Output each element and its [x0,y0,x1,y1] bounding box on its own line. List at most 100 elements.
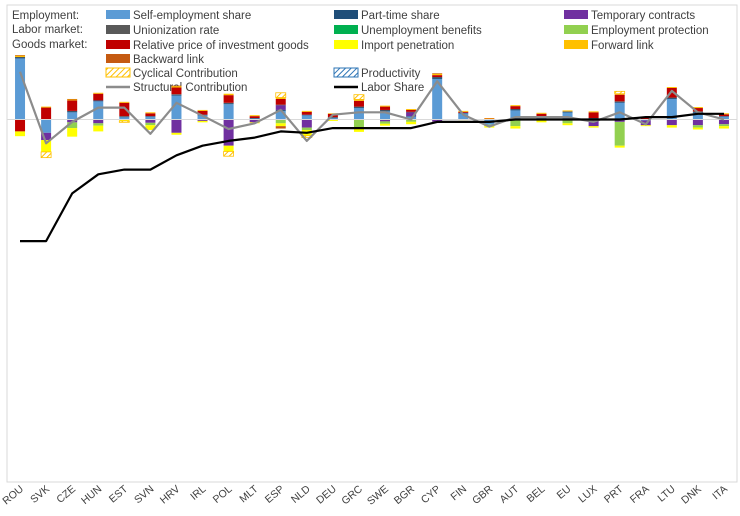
bar-temporary-contracts-bgr [406,112,417,117]
bar-self-employment-share-eu [562,112,573,120]
bar-forward-link-aut [510,105,521,107]
bar-self-employment-share-irl [197,115,208,120]
bar-employment-protection-cze [67,122,78,129]
bar-relative-price-of-investment-goods-bgr [406,109,417,112]
bar-forward-link-dnk [692,107,703,109]
bar-forward-link-eu [562,110,573,112]
bar-import-penetration-grc [353,128,364,132]
bar-temporary-contracts-ltu [666,119,677,126]
bar-import-penetration-lux [588,126,599,128]
bar-unionization-rate-grc [353,106,364,108]
x-tick-label-deu: DEU [314,483,339,506]
bar-relative-price-of-investment-goods-irl [197,110,208,115]
bar-temporary-contracts-pol [223,119,234,146]
bar-relative-price-of-investment-goods-gbr [484,118,495,120]
legend-label-structural-contribution: Structural Contribution [133,82,247,94]
bar-import-penetration-hun [93,125,104,132]
legend-label-part-time-share: Part-time share [361,10,440,22]
bar-forward-link-nld [301,110,312,112]
bar-forward-link-hun [93,92,104,94]
bar-import-penetration-aut [510,126,521,129]
bar-relative-price-of-investment-goods-aut [510,106,521,109]
bar-import-penetration-svn [145,125,156,130]
bar-temporary-contracts-svk [41,132,52,140]
bar-relative-price-of-investment-goods-svn [145,113,156,117]
bar-forward-link-est [119,101,130,103]
bar-self-employment-share-fin [458,113,469,120]
lines-layer [18,71,725,243]
bar-import-penetration-bel [536,120,547,123]
bar-forward-link-prt [614,93,625,95]
bar-relative-price-of-investment-goods-esp [275,98,286,105]
bar-employment-protection-dnk [692,125,703,128]
legend-group-goods-market: Goods market: [12,39,87,51]
bar-part-time-share-cyp [432,77,443,79]
bar-part-time-share-grc [353,107,364,109]
bar-forward-link-lux [588,111,599,113]
x-tick-label-dnk: DNK [679,483,704,506]
legend-label-productivity: Productivity [361,68,421,80]
bar-relative-price-of-investment-goods-lux [588,112,599,119]
bar-import-penetration-deu [327,119,338,121]
bar-employment-protection-svn [145,122,156,126]
bar-part-time-share-ita [718,116,729,117]
bar-employment-protection-eu [562,119,573,124]
x-tick-label-hun: HUN [79,483,104,507]
x-tick-label-gbr: GBR [470,483,495,507]
bar-unionization-rate-pol [223,102,234,104]
bar-forward-link-mlt [249,115,260,117]
bar-cyclical-contribution-pol [223,151,235,157]
line-structural-contribution [18,71,725,145]
legend-swatch-cyclical-contribution [105,67,131,78]
bar-part-time-share-hun [93,100,104,102]
bar-self-employment-share-prt [614,102,625,120]
legend-label-unemployment-benefits: Unemployment benefits [361,25,482,37]
bar-self-employment-share-svn [145,116,156,120]
plot-area-frame [6,4,738,483]
x-tick-label-hrv: HRV [158,483,183,506]
bar-forward-link-ltu [666,87,677,88]
bar-temporary-contracts-irl [197,119,208,121]
bar-temporary-contracts-prt [614,119,625,122]
bar-temporary-contracts-mlt [249,119,260,123]
bar-self-employment-share-ita [718,116,729,120]
bar-forward-link-fin [458,110,469,112]
bar-backward-link-hrv [171,85,182,87]
bar-employment-protection-prt [614,121,625,146]
bar-import-penetration-rou [15,131,26,137]
bar-unionization-rate-esp [275,104,286,106]
bar-self-employment-share-deu [327,118,338,120]
bar-temporary-contracts-hrv [171,119,182,133]
bar-self-employment-share-ltu [666,98,677,120]
bar-forward-link-swe [380,105,391,107]
bar-import-penetration-esp [275,123,286,127]
x-tick-label-cze: CZE [54,483,78,506]
bar-cyclical-contribution-prt [614,90,626,95]
bar-part-time-share-eu [562,111,573,113]
bars-layer [15,55,729,159]
bar-part-time-share-deu [327,117,338,119]
bar-forward-link-cyp [432,73,443,76]
bar-forward-link-cze [67,99,78,101]
bar-backward-link-cyp [432,73,443,74]
bar-unionization-rate-cyp [432,77,443,78]
bar-import-penetration-ltu [666,125,677,128]
x-tick-label-eu: EU [555,483,574,502]
legend-group-labor-market: Labor market: [12,24,83,36]
bar-import-penetration-prt [614,145,625,148]
legend-label-employment-protection: Employment protection [591,25,709,37]
x-tick-label-est: EST [107,483,131,506]
bar-part-time-share-est [119,116,130,118]
legend-swatch-part-time-share [334,10,358,19]
bar-self-employment-share-aut [510,110,521,120]
x-tick-label-rou: ROU [0,483,26,507]
x-tick-label-pol: POL [211,483,235,506]
bar-self-employment-share-rou [15,58,26,120]
bar-employment-protection-bgr [406,119,417,122]
bar-self-employment-share-est [119,117,130,120]
bar-relative-price-of-investment-goods-mlt [249,116,260,119]
bar-part-time-share-svn [145,116,156,117]
bar-import-penetration-swe [380,123,391,126]
bar-self-employment-share-nld [301,115,312,120]
